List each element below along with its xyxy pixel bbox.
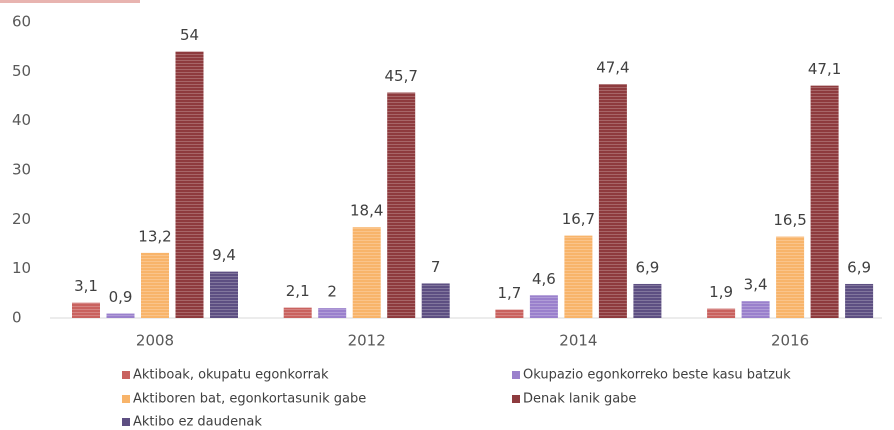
data-label: 3,4 <box>744 276 768 294</box>
top-accent <box>0 0 140 3</box>
y-tick-label: 50 <box>12 62 31 80</box>
data-label: 18,4 <box>350 202 383 220</box>
y-tick-label: 0 <box>12 309 22 327</box>
bar-texture <box>598 84 627 318</box>
bar-texture <box>845 283 874 318</box>
bar-texture <box>741 301 770 318</box>
y-tick-label: 30 <box>12 161 31 179</box>
data-label: 4,6 <box>532 270 556 288</box>
data-label: 13,2 <box>138 227 171 245</box>
bar-texture <box>175 51 204 318</box>
bar-texture <box>141 252 169 318</box>
legend-label: Aktiboak, okupatu egonkorrak <box>133 368 329 383</box>
data-label: 45,7 <box>384 67 417 85</box>
bar-texture <box>633 283 662 318</box>
y-tick-label: 60 <box>12 13 31 31</box>
data-label: 2,1 <box>286 282 310 300</box>
x-tick-label: 2016 <box>771 332 809 350</box>
data-label: 0,9 <box>109 288 133 306</box>
bar-texture <box>387 92 416 319</box>
bar-texture <box>106 313 135 318</box>
bar-texture <box>529 295 558 318</box>
data-label: 3,1 <box>74 277 98 295</box>
data-label: 1,9 <box>709 283 733 301</box>
x-tick-label: 2008 <box>136 332 174 350</box>
legend-swatch <box>122 418 130 426</box>
legend-swatch <box>122 395 130 403</box>
data-label: 7 <box>431 258 441 276</box>
y-tick-label: 10 <box>12 259 31 277</box>
data-label: 16,7 <box>562 210 595 228</box>
data-label: 47,1 <box>808 60 841 78</box>
legend-swatch <box>512 395 520 403</box>
legend-label: Aktibo ez daudenak <box>133 415 262 430</box>
data-label: 6,9 <box>847 258 871 276</box>
bar-texture <box>776 236 805 318</box>
bar-texture <box>810 85 839 318</box>
legend-label: Okupazio egonkorreko beste kasu batzuk <box>523 368 791 383</box>
bar-texture <box>318 308 347 318</box>
legend-label: Denak lanik gabe <box>523 392 636 407</box>
bar-texture <box>72 302 100 318</box>
x-tick-label: 2014 <box>559 332 597 350</box>
legend-swatch <box>512 371 520 379</box>
data-label: 54 <box>180 26 199 44</box>
legend-label: Aktiboren bat, egonkortasunik gabe <box>133 392 366 407</box>
bar-texture <box>421 283 450 318</box>
bar-texture <box>564 235 593 318</box>
x-tick-label: 2012 <box>348 332 386 350</box>
data-label: 47,4 <box>596 59 629 77</box>
data-label: 16,5 <box>773 211 806 229</box>
data-label: 1,7 <box>497 284 521 302</box>
y-tick-label: 20 <box>12 210 31 228</box>
bar-texture <box>210 271 238 318</box>
legend-swatch <box>122 371 130 379</box>
data-label: 2 <box>327 283 337 301</box>
y-tick-label: 40 <box>12 111 31 129</box>
bar-texture <box>495 309 524 318</box>
bar-texture <box>707 308 736 318</box>
bar-texture <box>283 307 312 318</box>
data-label: 9,4 <box>212 246 236 264</box>
data-label: 6,9 <box>635 258 659 276</box>
bar-texture <box>352 227 381 318</box>
